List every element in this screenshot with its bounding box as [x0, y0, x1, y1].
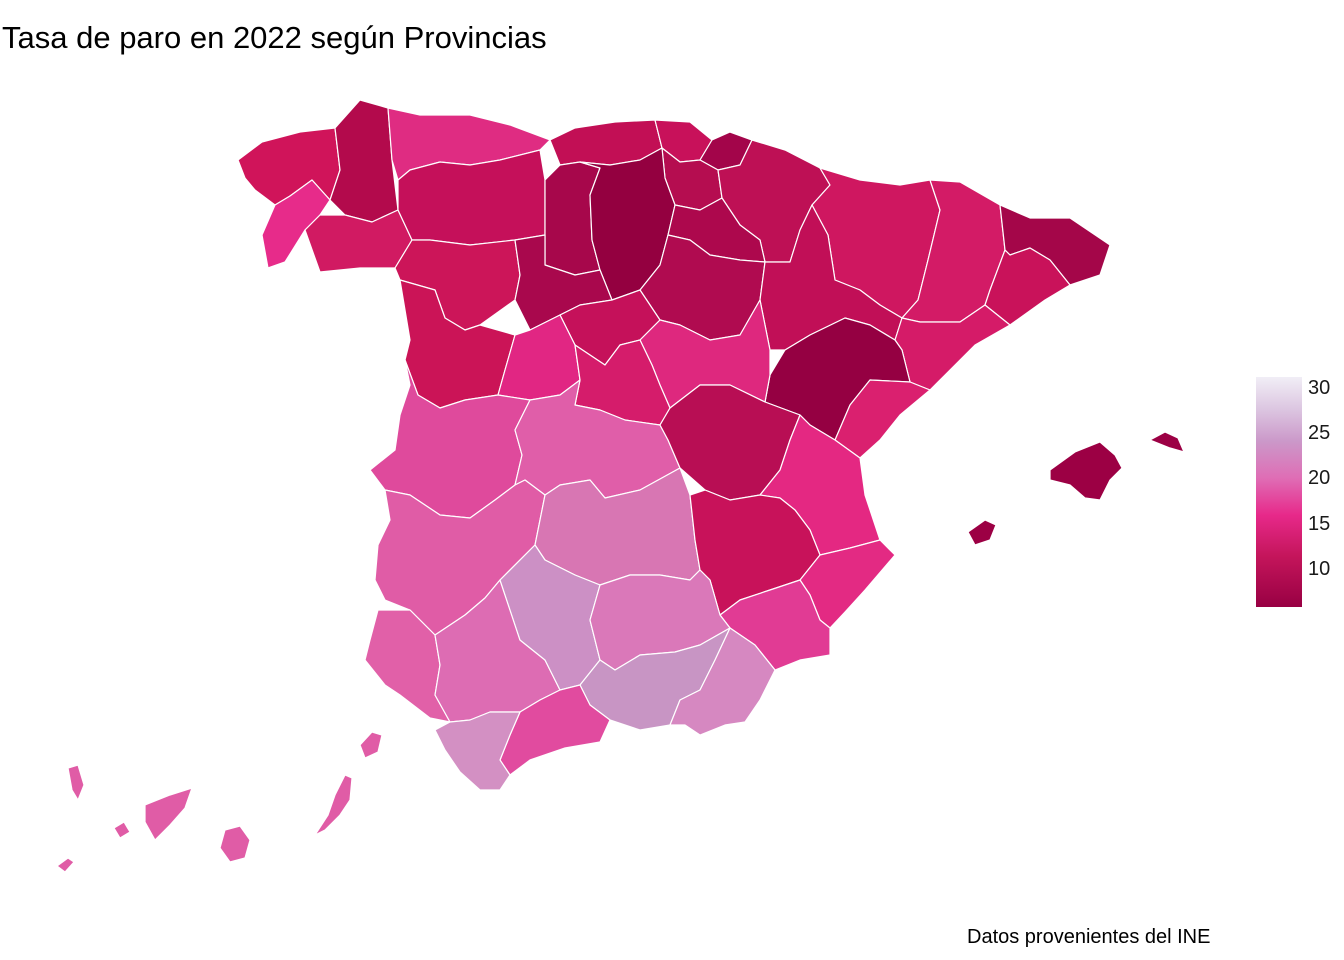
province-las-palmas-lanzarote [359, 731, 383, 759]
colorbar-gradient [1256, 377, 1302, 607]
province-barcelona [984, 247, 1071, 326]
province-lugo [329, 99, 399, 223]
province-almeria [669, 627, 776, 736]
colorbar-label-30: 30 [1308, 377, 1331, 399]
colorbar-tick [1302, 569, 1309, 570]
province-tenerife [144, 787, 193, 841]
colorbar-label-25: 25 [1308, 422, 1331, 444]
source-caption: Datos provenientes del INE [967, 926, 1211, 948]
colorbar-label-20: 20 [1308, 467, 1331, 489]
colorbar-tick [1302, 388, 1309, 389]
province-tenerife-gomera [113, 821, 131, 839]
province-tenerife-hierro [56, 857, 75, 873]
colorbar-label-10: 10 [1308, 558, 1331, 580]
colorbar-tick [1302, 433, 1309, 434]
colorbar-tick [1302, 524, 1309, 525]
province-ourense [304, 209, 413, 273]
map-title: Tasa de paro en 2022 según Provincias [2, 20, 547, 55]
province-las-palmas-fuerteventura [314, 774, 353, 836]
province-tarragona [894, 304, 1011, 391]
province-baleares-ibiza [967, 519, 997, 546]
province-baleares-menorca [1149, 431, 1185, 453]
province-baleares-mallorca [1049, 441, 1123, 501]
colorbar-label-15: 15 [1308, 513, 1331, 535]
province-tenerife-la-palma [67, 764, 85, 801]
province-cadiz [434, 711, 521, 791]
colorbar-tick [1302, 478, 1309, 479]
province-huelva [364, 609, 451, 723]
province-las-palmas-gran-canaria [219, 825, 251, 863]
